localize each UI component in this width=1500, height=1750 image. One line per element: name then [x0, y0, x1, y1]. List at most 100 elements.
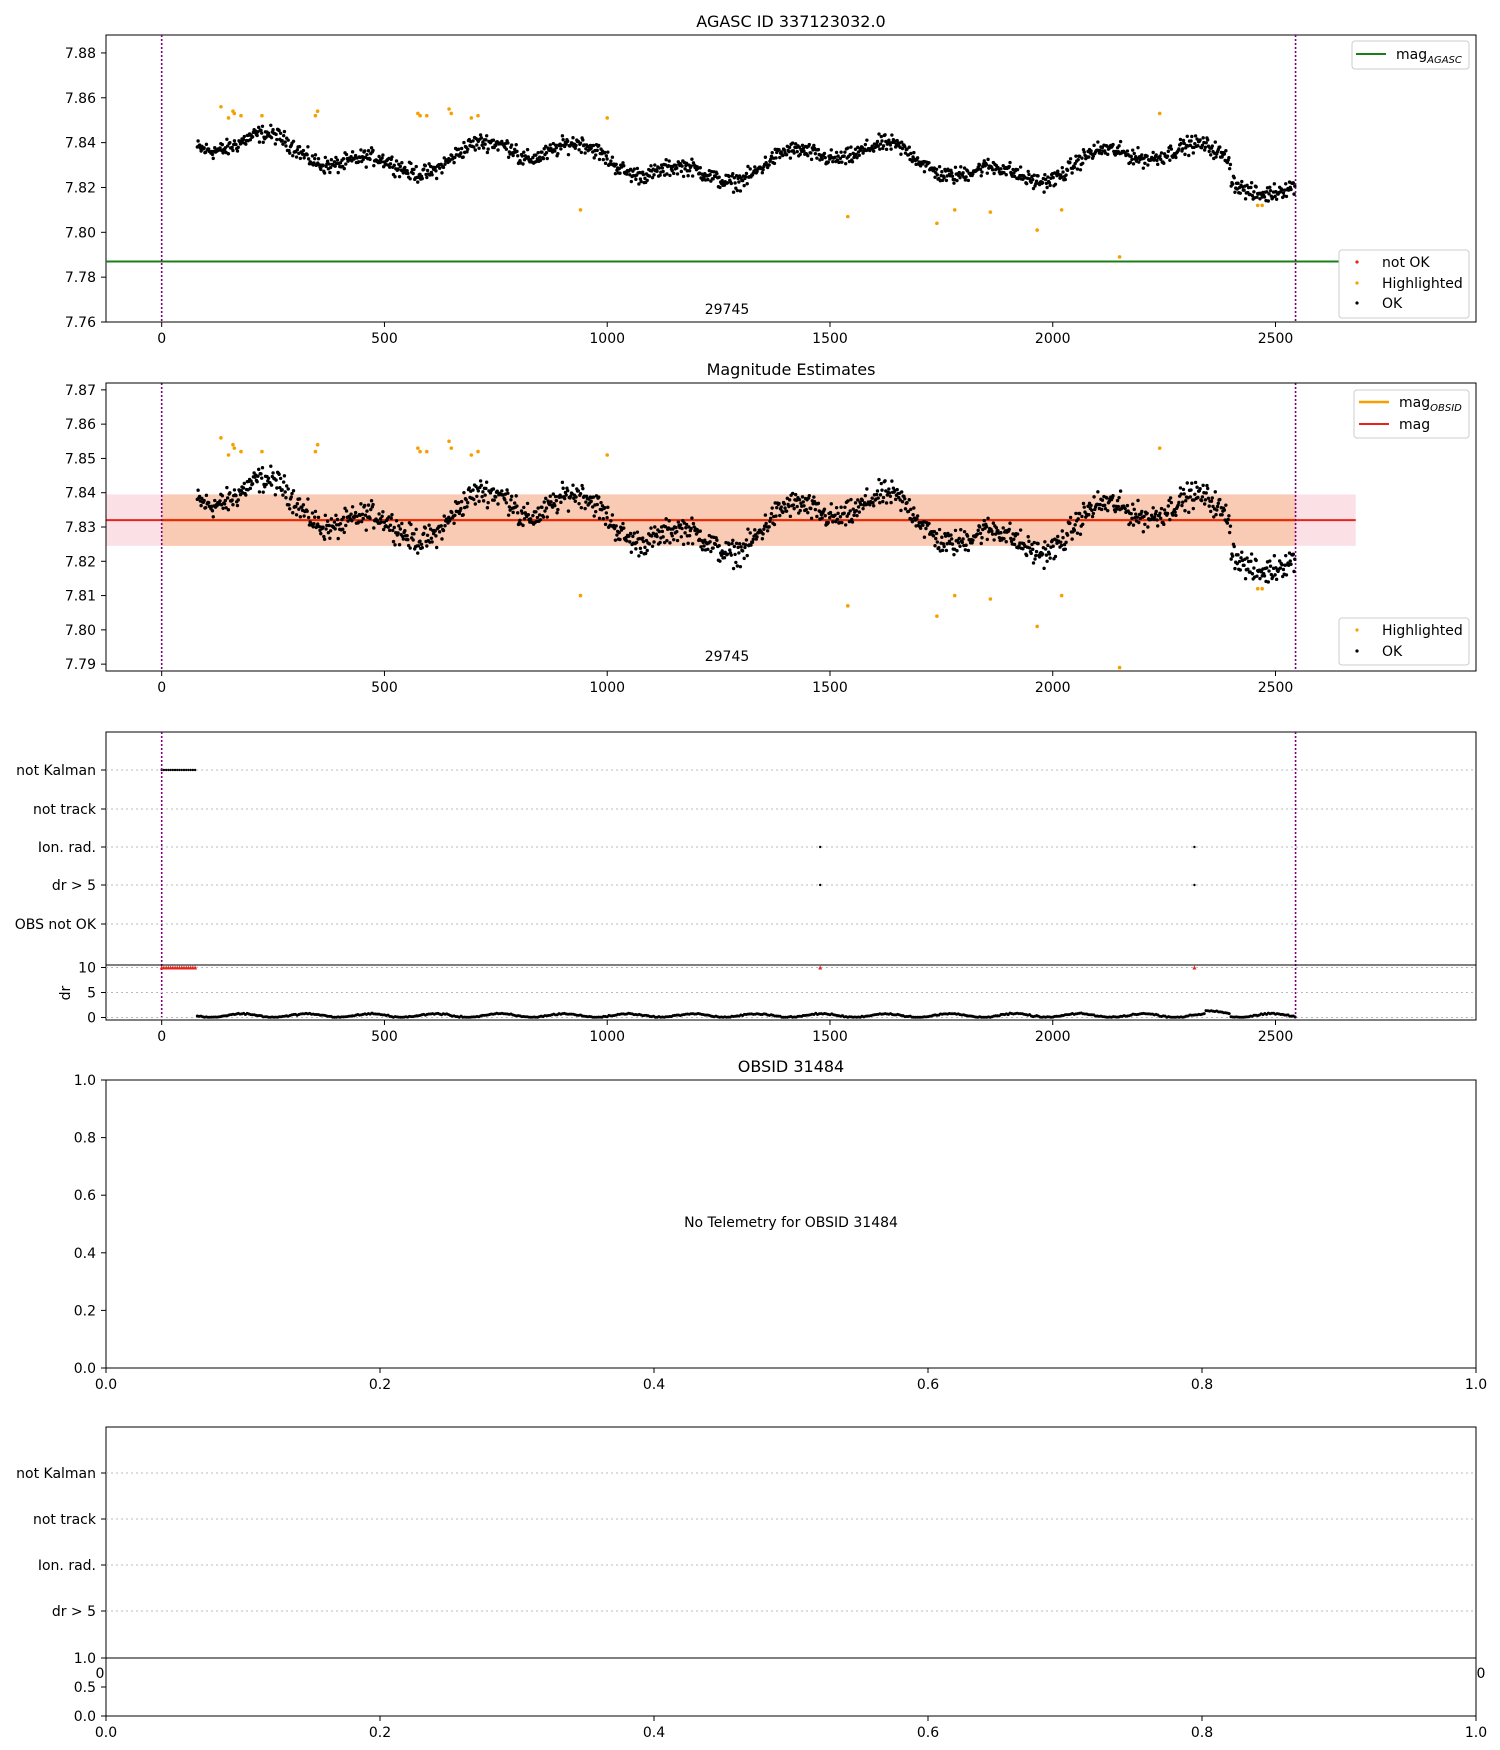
ok-point	[887, 487, 891, 491]
ok-point	[963, 548, 968, 552]
ok-point	[381, 527, 386, 532]
ok-point	[1162, 508, 1167, 512]
ok-point	[554, 498, 559, 503]
ok-point	[1034, 549, 1039, 554]
legend-mag-label: mag	[1399, 417, 1430, 433]
ok-point	[661, 169, 665, 174]
ok-point	[1040, 180, 1045, 185]
ok-point	[970, 541, 974, 545]
ok-point	[1040, 552, 1045, 556]
ok-point	[325, 159, 330, 163]
ok-point	[405, 169, 409, 173]
ok-point	[661, 535, 665, 539]
panel2-legend-upper: magOBSID mag	[1353, 389, 1470, 439]
ok-point	[1034, 182, 1038, 186]
ok-point	[228, 140, 232, 145]
ok-point	[322, 534, 326, 539]
highlighted-point	[418, 449, 422, 454]
ok-point	[281, 480, 286, 484]
ok-point	[1232, 176, 1236, 180]
ok-point	[859, 148, 863, 152]
ok-point	[1002, 170, 1006, 175]
ok-point	[397, 524, 401, 528]
ok-point	[412, 167, 416, 172]
ok-point	[360, 155, 365, 159]
ok-point	[442, 514, 446, 518]
ok-point	[350, 505, 355, 509]
ok-point	[576, 489, 581, 493]
ok-point	[509, 143, 514, 147]
ok-point	[316, 157, 321, 161]
panel3-ticks: 0 500 1000 1500 2000 2500	[157, 1020, 1293, 1045]
ok-point	[1227, 156, 1231, 160]
ok-point	[1068, 521, 1072, 525]
ok-point	[779, 150, 783, 154]
ok-point	[730, 541, 734, 546]
ok-point	[1008, 521, 1012, 525]
ok-point	[380, 514, 384, 518]
ok-point	[1060, 165, 1064, 170]
ok-point	[1002, 536, 1006, 541]
ok-point	[266, 131, 271, 135]
ok-point	[922, 170, 927, 174]
ok-point	[859, 502, 863, 507]
ok-point	[542, 500, 546, 504]
ok-point	[1070, 171, 1074, 175]
ok-point	[235, 503, 240, 508]
ok-point	[1072, 528, 1077, 533]
ok-point	[425, 544, 429, 548]
ok-point	[462, 490, 466, 495]
ok-point	[828, 515, 832, 520]
ok-point	[311, 525, 315, 529]
ok-point	[491, 487, 496, 491]
ok-point	[248, 138, 253, 142]
ok-point	[554, 146, 559, 150]
ok-point	[545, 515, 549, 519]
ok-point	[915, 514, 920, 518]
ok-point	[1207, 504, 1211, 508]
ok-point	[465, 505, 469, 509]
ok-point	[579, 150, 584, 155]
p1-ytick-label: 7.76	[65, 315, 96, 331]
ok-point	[1199, 498, 1204, 503]
p5-flag-label-3: dr > 5	[52, 1604, 96, 1620]
highlighted-point	[1255, 586, 1260, 591]
ok-point	[283, 490, 287, 494]
ok-point	[601, 157, 605, 162]
ok-point	[359, 502, 363, 506]
ok-point	[910, 519, 915, 524]
ok-point	[441, 528, 446, 533]
ok-point	[521, 162, 525, 166]
ok-point	[774, 514, 778, 518]
ok-point	[895, 138, 899, 143]
ok-point	[1266, 580, 1270, 584]
ok-point	[665, 538, 669, 543]
ok-point	[300, 505, 304, 509]
ok-point	[1029, 180, 1033, 184]
ok-point	[564, 142, 568, 146]
ok-point	[679, 535, 684, 539]
ok-point	[1206, 138, 1210, 142]
ok-point	[1129, 154, 1133, 159]
ok-point	[1156, 524, 1160, 528]
ok-point	[1075, 531, 1080, 535]
ok-point	[414, 527, 418, 532]
p1-ytick-label: 7.84	[65, 136, 96, 152]
ok-point	[218, 499, 222, 503]
ok-point	[333, 527, 337, 531]
ok-point	[649, 526, 653, 530]
ok-point	[434, 534, 438, 538]
ok-point	[1081, 501, 1086, 506]
ok-point	[686, 173, 690, 178]
ok-point	[459, 506, 463, 511]
ok-point	[775, 505, 779, 510]
ok-point	[566, 152, 571, 157]
ok-point	[876, 144, 880, 148]
p2-xtick-label: 500	[371, 680, 398, 696]
ok-point	[924, 526, 928, 531]
ok-point	[471, 488, 475, 492]
p5-ytick-label: 1.0	[74, 1651, 96, 1667]
ok-point	[1064, 173, 1068, 177]
ok-point	[848, 152, 852, 157]
